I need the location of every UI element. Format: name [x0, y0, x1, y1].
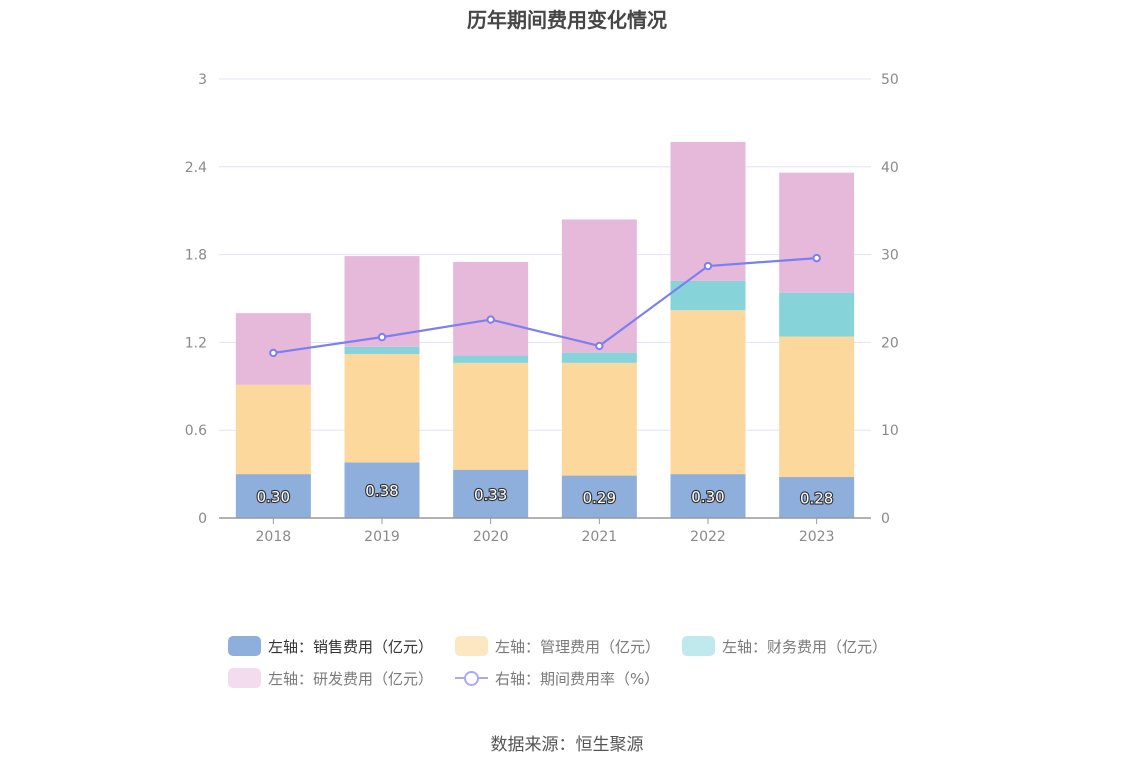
- bar-segment-1: [235, 384, 311, 475]
- bar-segment-1: [344, 354, 420, 463]
- rate-point: [269, 348, 278, 358]
- legend-item-sales[interactable]: 左轴：销售费用（亿元）: [228, 636, 433, 657]
- bar-data-label: 0.30: [691, 488, 724, 506]
- bar-segment-0: [235, 474, 311, 518]
- bar-data-label: 0.29: [583, 489, 616, 507]
- bar-segment-1: [561, 362, 637, 476]
- bar-segment-1: [779, 336, 855, 478]
- legend-item-finance[interactable]: 左轴：财务费用（亿元）: [682, 636, 887, 657]
- bar-segment-0: [670, 474, 746, 518]
- y-right-tick-label: 50: [881, 72, 899, 88]
- rate-point: [703, 261, 713, 271]
- bar-segment-0: [344, 462, 420, 518]
- rate-point: [486, 315, 495, 324]
- legend-label-sales: 左轴：销售费用（亿元）: [268, 637, 434, 656]
- x-tick-label: 2022: [690, 529, 726, 545]
- bar-segment-3: [779, 172, 855, 293]
- x-tick-label: 2023: [799, 529, 835, 545]
- y-right-tick-label: 30: [881, 248, 899, 264]
- y-left-tick-label: 1.2: [185, 335, 207, 351]
- x-tick-label: 2021: [582, 529, 618, 545]
- y-right-tick-label: 10: [881, 423, 899, 439]
- legend-swatch-admin: [455, 636, 489, 656]
- bar-segment-2: [779, 292, 855, 337]
- bar-segment-2: [670, 280, 746, 311]
- data-source: 数据来源：恒生聚源: [490, 735, 644, 755]
- legend-label-admin: 左轴：管理费用（亿元）: [495, 637, 661, 656]
- y-left-tick-label: 3: [198, 72, 207, 88]
- y-right-tick-label: 40: [881, 160, 899, 176]
- x-tick-label: 2018: [256, 529, 292, 545]
- bar-segment-0: [561, 475, 637, 518]
- legend-item-rate[interactable]: 右轴：期间费用率（%）: [455, 668, 659, 689]
- rate-point: [377, 332, 387, 342]
- x-tick-label: 2020: [473, 529, 509, 545]
- legend-item-admin[interactable]: 左轴：管理费用（亿元）: [455, 636, 660, 657]
- legend: 左轴：销售费用（亿元） 左轴：管理费用（亿元） 左轴：财务费用（亿元） 左轴：研…: [228, 630, 928, 694]
- y-right-tick-label: 0: [881, 511, 890, 527]
- legend-label-rd: 左轴：研发费用（亿元）: [268, 669, 434, 688]
- bar-segment-1: [453, 362, 529, 470]
- bar-segment-0: [453, 469, 529, 518]
- bar-segment-2: [453, 355, 529, 363]
- bar-segment-0: [779, 477, 855, 518]
- rate-line: [273, 257, 817, 355]
- x-tick-label: 2019: [364, 529, 400, 545]
- legend-swatch-finance: [682, 636, 716, 656]
- bar-segment-3: [561, 219, 637, 353]
- chart-title: 历年期间费用变化情况: [467, 8, 667, 32]
- y-right-tick-label: 20: [881, 335, 899, 351]
- rate-point: [812, 253, 821, 263]
- bar-segment-2: [561, 352, 637, 363]
- bar-data-label: 0.38: [365, 482, 398, 500]
- y-left-tick-label: 1.8: [185, 248, 207, 264]
- legend-swatch-rd: [228, 668, 261, 688]
- bar-segment-1: [670, 310, 746, 475]
- bar-segment-3: [344, 256, 420, 347]
- bar-segment-2: [344, 346, 420, 355]
- legend-swatch-sales: [228, 636, 261, 656]
- legend-label-finance: 左轴：财务费用（亿元）: [722, 637, 888, 656]
- bar-data-label: 0.28: [800, 490, 833, 508]
- bar-data-label: 0.30: [257, 488, 290, 506]
- y-left-tick-label: 0: [198, 511, 207, 527]
- y-left-tick-label: 2.4: [185, 160, 207, 176]
- y-left-tick-label: 0.6: [185, 423, 207, 439]
- bar-segment-3: [670, 141, 746, 281]
- legend-line-marker-icon: [455, 668, 489, 688]
- bar-data-label: 0.33: [474, 486, 507, 504]
- legend-item-rd[interactable]: 左轴：研发费用（亿元）: [228, 668, 433, 689]
- legend-label-rate: 右轴：期间费用率（%）: [495, 669, 660, 688]
- rate-point: [595, 341, 604, 351]
- bar-segment-3: [453, 261, 529, 356]
